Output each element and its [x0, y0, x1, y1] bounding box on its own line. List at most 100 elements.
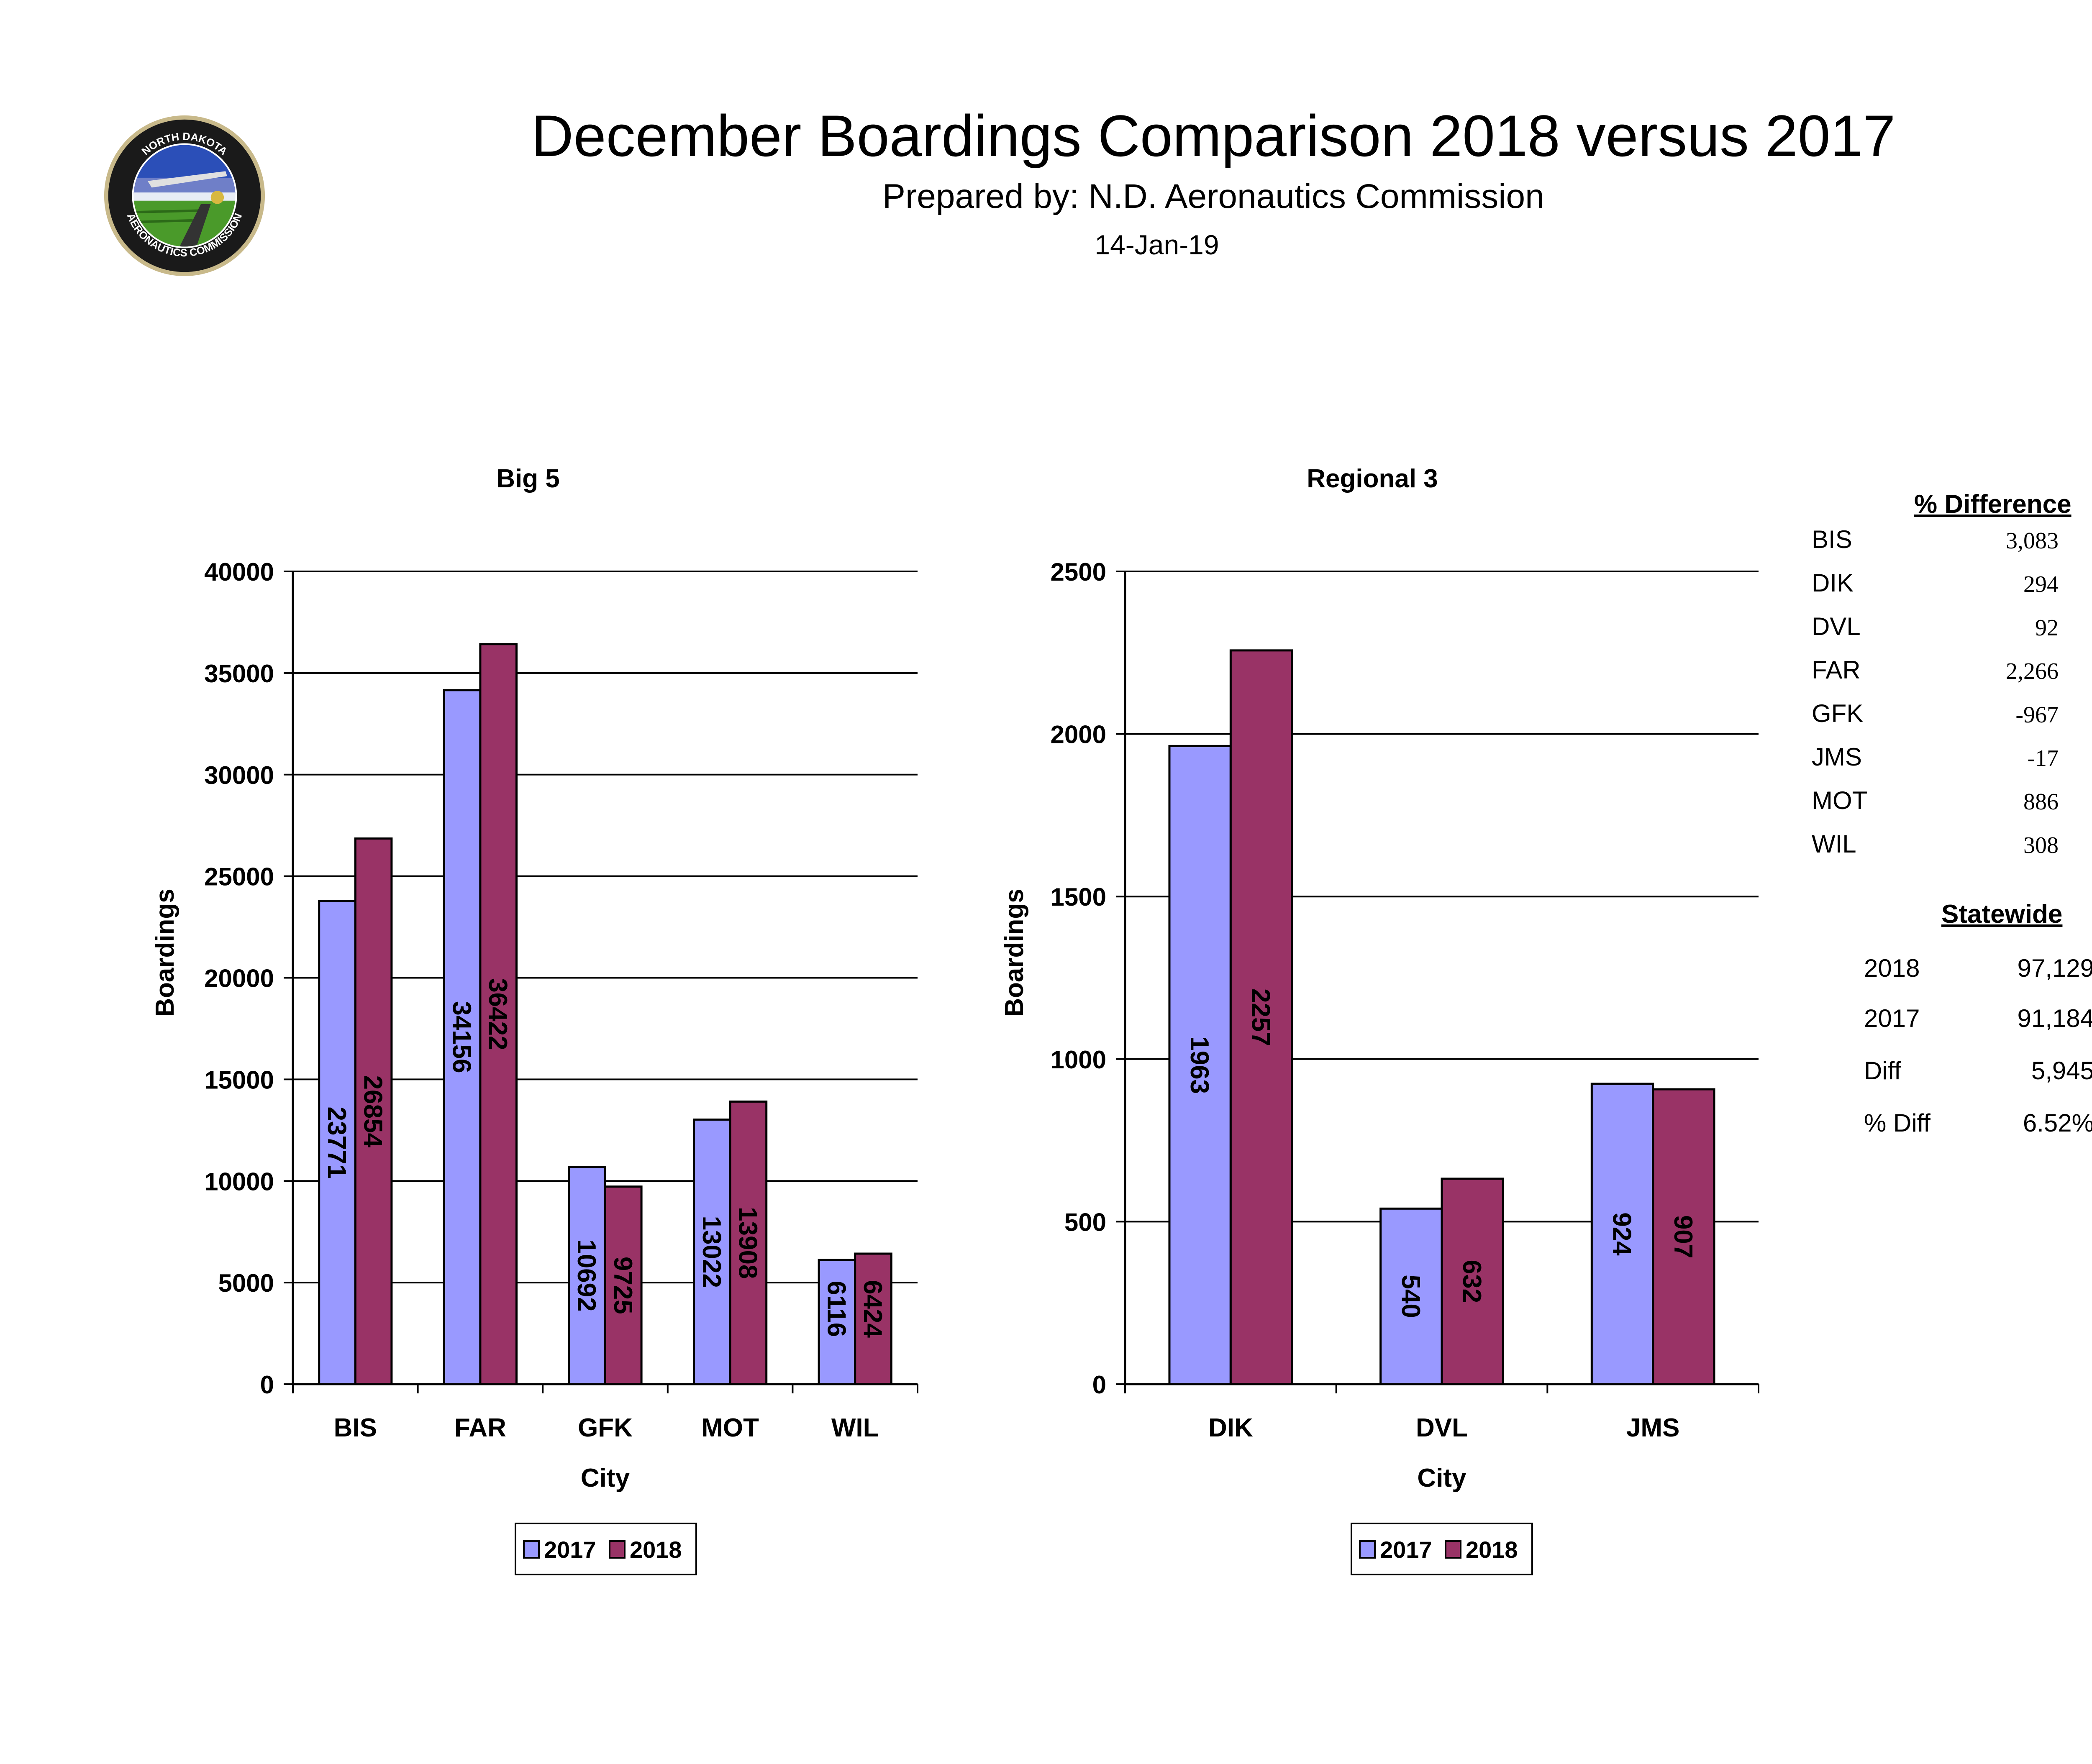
legend-swatch-2018: [609, 1540, 626, 1559]
statewide-row: % Diff 6.52%: [1864, 1109, 2092, 1142]
data-label: 1963: [1185, 1036, 1214, 1094]
y-tick-label: 2000: [1051, 721, 1106, 749]
report-date: 14-Jan-19: [1095, 229, 1219, 260]
legend-swatch-2017: [523, 1540, 540, 1559]
legend-box: [1351, 1523, 1533, 1575]
x-tick-label: FAR: [454, 1413, 506, 1442]
legend-label: 2018: [630, 1536, 682, 1563]
data-label: 9725: [608, 1257, 637, 1314]
y-tick-label: 2500: [1051, 558, 1106, 586]
data-label: 924: [1607, 1212, 1636, 1256]
difference-row-value: 2,266: [2006, 658, 2059, 684]
statewide-heading: Statewide: [1941, 900, 2063, 929]
chart-title: Regional 3: [1307, 464, 1438, 493]
y-axis-label: Boardings: [1000, 888, 1029, 1017]
statewide-row-value: 6.52%: [2023, 1109, 2092, 1137]
difference-row-code: GFK: [1812, 699, 1864, 727]
y-tick-label: 25000: [204, 863, 274, 891]
x-tick-label: BIS: [334, 1413, 377, 1442]
data-label: 36422: [483, 978, 512, 1050]
difference-row-value: -17: [2027, 745, 2059, 771]
difference-row: WIL3085.04%: [1812, 830, 2092, 863]
chart-title: Big 5: [496, 464, 560, 493]
bar-2018-DIK: [1229, 649, 1293, 1385]
data-label: 907: [1669, 1215, 1697, 1258]
y-tick-label: 20000: [204, 965, 274, 993]
difference-row-value: 294: [2023, 571, 2059, 597]
y-tick-label: 1500: [1051, 883, 1106, 911]
x-tick-label: DIK: [1208, 1413, 1253, 1442]
bar-2017-DIK: [1168, 745, 1232, 1385]
y-tick-label: 35000: [204, 660, 274, 688]
difference-row: MOT8866.80%: [1812, 786, 2092, 819]
y-tick-label: 30000: [204, 761, 274, 789]
x-tick-label: WIL: [831, 1413, 879, 1442]
legend-box: [515, 1523, 697, 1575]
difference-row-value: -967: [2015, 702, 2059, 728]
difference-row-code: BIS: [1812, 525, 1852, 553]
data-label: 6424: [858, 1280, 887, 1338]
difference-row-value: 886: [2023, 789, 2059, 815]
x-axis-label: City: [1417, 1464, 1466, 1493]
page-subtitle: Prepared by: N.D. Aeronautics Commission: [882, 177, 1544, 215]
difference-row: JMS-17-1.84%: [1812, 742, 2092, 776]
y-tick-label: 500: [1064, 1208, 1106, 1236]
data-label: 26854: [359, 1075, 387, 1148]
difference-row-code: FAR: [1812, 656, 1861, 684]
x-tick-label: GFK: [578, 1413, 633, 1442]
y-tick-label: 5000: [218, 1269, 274, 1297]
legend-label: 2017: [544, 1536, 596, 1563]
y-tick-label: 10000: [204, 1167, 274, 1196]
bar-2017-JMS: [1590, 1083, 1654, 1385]
difference-row: DVL9217.04%: [1812, 612, 2092, 645]
data-label: 13908: [733, 1207, 762, 1279]
legend-label: 2018: [1466, 1536, 1518, 1563]
legend-label: 2017: [1380, 1536, 1432, 1563]
aeronautics-commission-seal-icon: NORTH DAKOTA AERONAUTICS COMMISSION: [104, 115, 265, 277]
data-label: 540: [1396, 1275, 1425, 1318]
difference-row-value: 308: [2023, 832, 2059, 858]
bar-2018-GFK: [604, 1185, 643, 1385]
statewide-row-value: 5,945: [2031, 1057, 2092, 1085]
chart-legend: 2017 2018: [1351, 1523, 1533, 1575]
statewide-row: Diff 5,945: [1864, 1056, 2092, 1090]
legend-swatch-2017: [1359, 1540, 1376, 1559]
statewide-row: 2018 97,129: [1864, 954, 2092, 987]
data-label: 10692: [572, 1239, 601, 1311]
y-axis-label: Boardings: [151, 888, 179, 1017]
y-tick-label: 1000: [1051, 1046, 1106, 1074]
statewide-row-label: 2018: [1864, 954, 1920, 982]
statewide-row-value: 97,129: [2017, 954, 2092, 982]
data-label: 6116: [822, 1281, 851, 1337]
bar-2018-FAR: [479, 643, 518, 1385]
bar-2018-WIL: [854, 1252, 892, 1385]
bar-2017-GFK: [568, 1166, 607, 1385]
statewide-row-label: % Diff: [1864, 1109, 1930, 1137]
statewide-row-label: 2017: [1864, 1004, 1920, 1032]
legend-swatch-2018: [1445, 1540, 1461, 1559]
data-label: 23771: [322, 1106, 351, 1178]
data-label: 34156: [447, 1001, 476, 1073]
y-tick-label: 15000: [204, 1066, 274, 1094]
data-label: 632: [1457, 1260, 1486, 1303]
bar-2018-JMS: [1652, 1088, 1715, 1385]
x-tick-label: JMS: [1626, 1413, 1679, 1442]
statewide-row-value: 91,184: [2017, 1004, 2092, 1032]
x-axis-label: City: [581, 1464, 630, 1493]
difference-row-code: MOT: [1812, 786, 1868, 814]
difference-row-value: 92: [2035, 615, 2059, 641]
bar-2018-DVL: [1441, 1178, 1504, 1385]
difference-row-code: DVL: [1812, 612, 1861, 640]
x-tick-label: DVL: [1416, 1413, 1468, 1442]
difference-row-code: DIK: [1812, 569, 1854, 597]
y-tick-label: 0: [260, 1371, 274, 1399]
y-tick-label: 0: [1092, 1371, 1106, 1399]
chart-legend: 2017 2018: [515, 1523, 697, 1575]
statewide-row: 2017 91,184: [1864, 1004, 2092, 1037]
difference-row: DIK29414.98%: [1812, 568, 2092, 602]
difference-row: GFK-967-9.04%: [1812, 699, 2092, 732]
